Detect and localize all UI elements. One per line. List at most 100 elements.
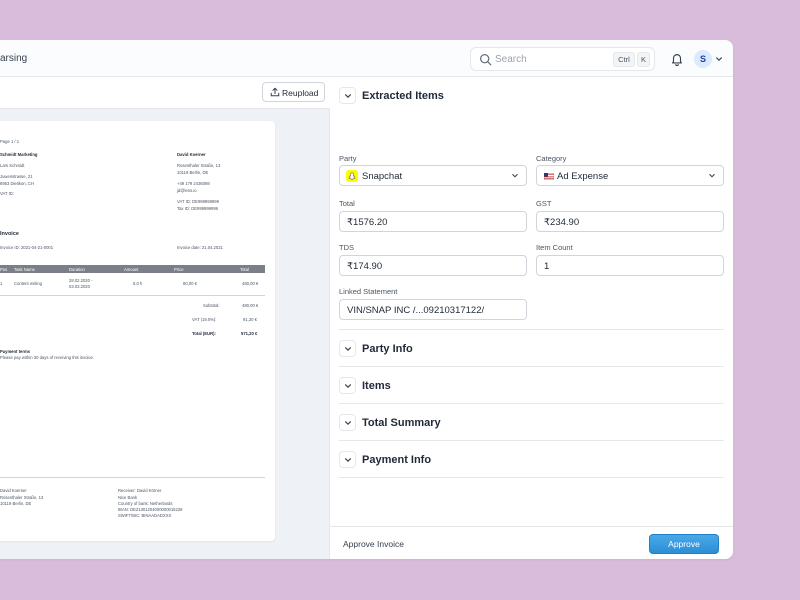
- row-amount: 6.0 h: [133, 281, 143, 286]
- extracted-items-header: Extracted Items: [339, 77, 724, 114]
- recipient-city: 10119 Berlin, DE: [177, 170, 209, 175]
- chevron-down-icon: [512, 173, 518, 178]
- col-total: Total: [240, 267, 249, 272]
- recipient-email: jd@lens.io: [177, 188, 197, 193]
- app-window: arsing Search Ctrl K S: [0, 40, 733, 559]
- snapchat-icon: [346, 170, 358, 182]
- total-value: ₹1576.20: [347, 217, 388, 228]
- approve-button[interactable]: Approve: [649, 534, 719, 554]
- party-label: Party: [339, 154, 357, 163]
- category-label: Category: [536, 154, 567, 163]
- party-value: Snapchat: [362, 171, 403, 182]
- footer-city: 10119 Berlin, DE: [0, 501, 32, 506]
- approve-invoice-label: Approve Invoice: [343, 539, 404, 549]
- collapse-toggle[interactable]: [339, 87, 356, 104]
- footer-bank: Nice Bank: [118, 495, 138, 500]
- footer-street: Rosenthaler Straße, 13: [0, 495, 44, 500]
- sender-vat: VAT ID:: [0, 191, 14, 196]
- total-label: Total (EUR):: [192, 331, 216, 336]
- collapse-toggle[interactable]: [339, 414, 356, 431]
- item-count-field[interactable]: 1: [536, 255, 724, 276]
- page-number: Page 1 / 1: [0, 139, 20, 144]
- search-input[interactable]: Search Ctrl K: [470, 47, 655, 71]
- avatar[interactable]: S: [694, 50, 712, 68]
- row-duration-start: 28.02.2020 -: [69, 278, 93, 283]
- row-duration-end: 03.03.2020: [69, 284, 90, 289]
- row-pos: 1: [0, 281, 3, 286]
- category-select[interactable]: Ad Expense: [536, 165, 724, 186]
- section-total-summary[interactable]: Total Summary: [339, 404, 724, 441]
- footer-name: David Koerner: [0, 488, 27, 493]
- recipient-name: David Koerner: [177, 152, 206, 157]
- gst-value: ₹234.90: [544, 217, 580, 228]
- recipient-tax: Tax ID: DE999999999: [177, 206, 218, 211]
- collapse-toggle[interactable]: [339, 340, 356, 357]
- col-task: Task Name: [14, 267, 35, 272]
- item-count-label: Item Count: [536, 243, 573, 252]
- section-items[interactable]: Items: [339, 367, 724, 404]
- party-select[interactable]: Snapchat: [339, 165, 527, 186]
- sender-city: 8953 Dietikon, CH: [0, 181, 34, 186]
- chevron-down-icon: [345, 421, 351, 426]
- shortcut-ctrl-key: Ctrl: [613, 52, 635, 67]
- preview-toolbar: Reupload: [0, 77, 330, 109]
- footer-swift: SWIFT/BIC: BINAADADXXX: [118, 513, 172, 518]
- row-total: 480,00 €: [242, 281, 259, 286]
- subtotal-value: 480,00 €: [242, 303, 259, 308]
- reupload-label: Reupload: [282, 88, 319, 98]
- invoice-date: Invoice date: 21.04.2021: [177, 245, 223, 250]
- recipient-vat: VAT ID: DE999999999: [177, 199, 219, 204]
- linked-statement-label: Linked Statement: [339, 287, 398, 296]
- row-task: Content writing: [14, 281, 42, 286]
- extraction-panel: Extracted Items Party Snapchat Category …: [330, 77, 733, 559]
- chevron-down-icon[interactable]: [715, 55, 723, 63]
- section-title: Total Summary: [362, 417, 441, 429]
- subtotal-label: Subtotal:: [203, 303, 220, 308]
- shortcut-k-key: K: [637, 52, 650, 67]
- total-label: Total: [339, 199, 355, 208]
- section-title: Party Info: [362, 343, 413, 355]
- invoice-document: Page 1 / 1 Schmidt Marketing Lars Schmid…: [0, 121, 275, 541]
- tds-value: ₹174.90: [347, 261, 383, 272]
- payment-terms-title: Payment terms: [0, 349, 31, 354]
- invoice-table-header: Pos Task Name Duration Amount Price Tota…: [0, 265, 265, 273]
- footer-iban: IBAN: DE21301204000000015228: [118, 507, 183, 512]
- chevron-down-icon: [345, 458, 351, 463]
- row-price: 80,00 €: [183, 281, 197, 286]
- section-title: Items: [362, 380, 391, 392]
- col-duration: Duration: [69, 267, 85, 272]
- flag-icon: [544, 173, 554, 180]
- collapse-toggle[interactable]: [339, 377, 356, 394]
- total-field[interactable]: ₹1576.20: [339, 211, 527, 232]
- sender-company: Schmidt Marketing: [0, 152, 38, 157]
- upload-icon: [270, 87, 280, 97]
- search-placeholder: Search: [495, 54, 527, 65]
- page-title: arsing: [0, 53, 28, 64]
- gst-label: GST: [536, 199, 552, 208]
- sender-street: Juwenstrasse, 21: [0, 174, 33, 179]
- chevron-down-icon: [345, 347, 351, 352]
- footer-country: Country of bank: Netherlands: [118, 501, 173, 506]
- section-party-info[interactable]: Party Info: [339, 330, 724, 367]
- col-price: Price: [174, 267, 184, 272]
- linked-statement-value: VIN/SNAP INC /...09210317122/: [347, 305, 485, 316]
- tds-field[interactable]: ₹174.90: [339, 255, 527, 276]
- section-title: Extracted Items: [362, 90, 444, 102]
- tds-label: TDS: [339, 243, 354, 252]
- sender-name: Lars Schmidt: [0, 163, 25, 168]
- chevron-down-icon: [709, 173, 715, 178]
- collapse-toggle[interactable]: [339, 451, 356, 468]
- linked-statement-field[interactable]: VIN/SNAP INC /...09210317122/: [339, 299, 527, 320]
- invoice-title: Invoice: [0, 231, 19, 237]
- reupload-button[interactable]: Reupload: [262, 82, 325, 102]
- search-icon: [479, 53, 492, 66]
- item-count-value: 1: [544, 261, 550, 272]
- document-preview-panel: Reupload Page 1 / 1 Schmidt Marketing La…: [0, 77, 330, 559]
- gst-field[interactable]: ₹234.90: [536, 211, 724, 232]
- bell-icon[interactable]: [670, 52, 684, 66]
- recipient-phone: +49 179 2436098: [177, 181, 210, 186]
- action-footer: Approve Invoice Approve: [330, 526, 733, 559]
- category-value: Ad Expense: [557, 171, 609, 182]
- vat-label: VAT (19.0%):: [192, 317, 217, 322]
- section-payment-info[interactable]: Payment Info: [339, 441, 724, 478]
